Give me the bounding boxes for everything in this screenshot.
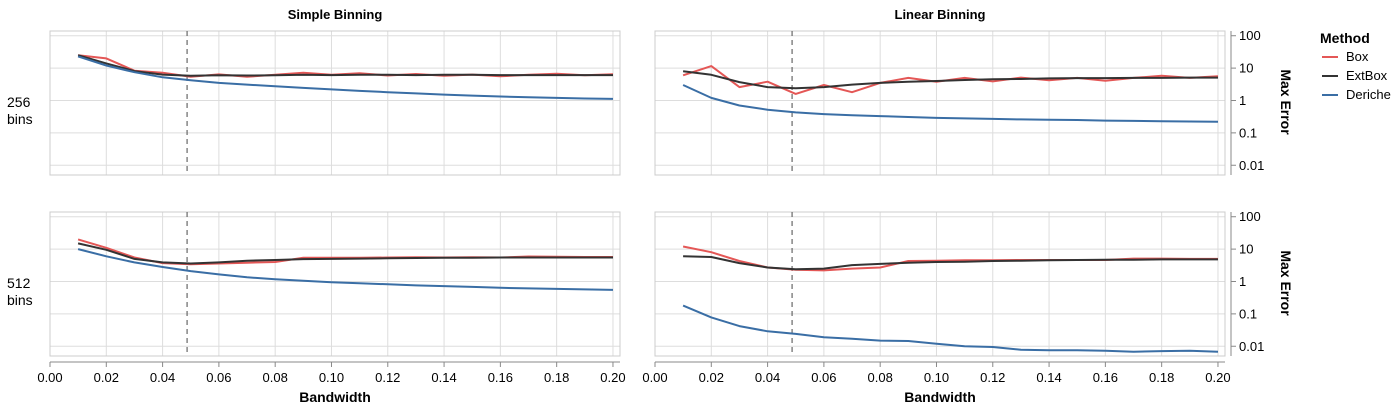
y-tick-label: 0.01 (1239, 339, 1264, 354)
series-line-extbox (77, 242, 613, 265)
panel-frame (654, 30, 1226, 176)
panel-frame (49, 211, 621, 357)
y-tick-label: 0.1 (1239, 306, 1257, 321)
y-tick-label: 1 (1239, 93, 1246, 108)
x-tick-label: 0.18 (544, 370, 569, 385)
x-axis-label-right: Bandwidth (904, 389, 976, 405)
series-line-extbox (683, 255, 1218, 271)
x-tick-label: 0.04 (150, 370, 175, 385)
x-tick-label: 0.00 (642, 370, 667, 385)
y-tick-label: 10 (1239, 61, 1253, 76)
x-tick-label: 0.20 (1205, 370, 1230, 385)
x-tick-label: 0.02 (699, 370, 724, 385)
chart-panels: 100 10 1 0.1 0.01 0.00 0.02 0.04 0.06 0.08 0.10 0.1… (37, 28, 1264, 385)
column-title-simple-binning: Simple Binning (288, 7, 383, 22)
series-line-deriche (682, 304, 1219, 353)
series-line-deriche (682, 84, 1219, 123)
x-tick-label: 0.00 (37, 370, 62, 385)
x-tick-label: 0.08 (868, 370, 893, 385)
x-tick-label: 0.04 (755, 370, 780, 385)
legend: Method Box ExtBox Deriche (1320, 30, 1391, 102)
x-tick-label: 0.02 (94, 370, 119, 385)
x-tick-label: 0.20 (600, 370, 625, 385)
panel-512-bins-simple: 0.00 0.02 0.04 0.06 0.08 0.10 0.12 0.14 0.16 0.18… (37, 211, 626, 385)
y-tick-label: 0.01 (1239, 158, 1264, 173)
row-label-256-bins-number: 256 (7, 94, 31, 110)
row-label-256-bins: 256 bins (7, 94, 34, 127)
row-label-256-bins-unit: bins (7, 111, 33, 127)
row-label-512-bins-unit: bins (7, 292, 33, 308)
y-tick-label: 100 (1239, 28, 1261, 43)
x-tick-label: 0.06 (206, 370, 231, 385)
y-axis-label-bottom: Max Error (1278, 250, 1294, 316)
x-tick-label: 0.14 (431, 370, 456, 385)
panel-512-bins-linear: 100 10 1 0.1 0.01 0.00 0.02 0.04 0.06 0.08 0.10 0.1… (642, 209, 1264, 385)
y-tick-label: 10 (1239, 242, 1253, 257)
x-tick-label: 0.08 (263, 370, 288, 385)
row-label-512-bins-number: 512 (7, 275, 31, 291)
panel-frame (654, 211, 1226, 357)
panel-256-bins-linear: 100 10 1 0.1 0.01 (654, 28, 1264, 176)
x-tick-label: 0.16 (488, 370, 513, 385)
y-tick-label: 1 (1239, 274, 1246, 289)
x-tick-label: 0.06 (811, 370, 836, 385)
y-tick-label: 0.1 (1239, 125, 1257, 140)
legend-label-deriche: Deriche (1346, 87, 1391, 102)
y-tick-label: 100 (1239, 209, 1261, 224)
panel-frame (49, 30, 621, 176)
series-line-deriche (77, 55, 614, 100)
legend-label-extbox: ExtBox (1346, 68, 1388, 83)
series-line-extbox (77, 54, 613, 77)
series-line-deriche (77, 248, 614, 291)
x-tick-label: 0.12 (375, 370, 400, 385)
series-line-extbox (682, 70, 1218, 90)
x-tick-label: 0.10 (319, 370, 344, 385)
panel-256-bins-simple (49, 30, 621, 176)
x-tick-label: 0.12 (980, 370, 1005, 385)
column-title-linear-binning: Linear Binning (895, 7, 986, 22)
row-label-512-bins: 512 bins (7, 275, 34, 308)
x-axis-label-left: Bandwidth (299, 389, 371, 405)
series-line-box (77, 238, 613, 266)
x-tick-label: 0.16 (1093, 370, 1118, 385)
x-tick-label: 0.14 (1036, 370, 1061, 385)
legend-title: Method (1320, 30, 1370, 46)
x-tick-label: 0.18 (1149, 370, 1174, 385)
legend-label-box: Box (1346, 49, 1369, 64)
y-axis-label-top: Max Error (1278, 69, 1294, 135)
x-tick-label: 0.10 (924, 370, 949, 385)
